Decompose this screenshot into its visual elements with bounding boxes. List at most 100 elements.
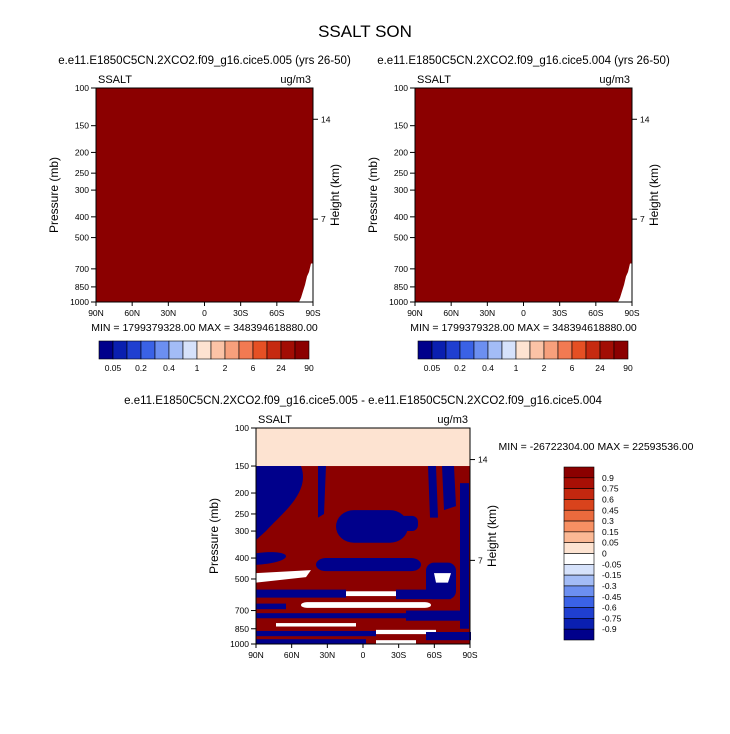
colorbar-swatch [515, 340, 531, 360]
colorbar-swatch [196, 340, 212, 360]
field-contour-region [256, 466, 303, 540]
colorbar-swatch [417, 340, 433, 360]
variable-label: SSALT [258, 414, 292, 426]
colorbar-label: 0.15 [602, 527, 619, 537]
field-contour-region [406, 610, 461, 621]
y-tick-label: 400 [394, 212, 408, 222]
x-tick-label: 30S [552, 308, 567, 318]
variable-label: SSALT [98, 74, 132, 86]
field-contour-region [301, 602, 431, 608]
colorbar-label: 90 [304, 363, 314, 373]
colorbar-label: 0.4 [482, 363, 494, 373]
field-contour-region [398, 515, 418, 532]
y-axis-title: Pressure (mb) [207, 498, 221, 574]
field-contour-region [376, 629, 436, 635]
colorbar-swatch [557, 340, 573, 360]
x-tick-label: 0 [202, 308, 207, 318]
y-tick-label: 400 [235, 553, 249, 563]
y-tick-label: 250 [235, 509, 249, 519]
colorbar-swatch [266, 340, 282, 360]
y-tick-label: 300 [235, 526, 249, 536]
colorbar-swatch [154, 340, 170, 360]
colorbar-label: 0.4 [163, 363, 175, 373]
field-contour-region [276, 623, 356, 627]
colorbar-swatch [294, 340, 310, 360]
y-tick-label: 300 [394, 185, 408, 195]
colorbar-swatch [98, 340, 114, 360]
colorbar-swatch [563, 520, 595, 533]
chart-title: e.e11.E1850C5CN.2XCO2.f09_g16.cice5.004 … [377, 55, 670, 67]
x-tick-label: 30N [320, 650, 336, 660]
colorbar-swatch [563, 618, 595, 630]
y-tick-label: 300 [75, 185, 89, 195]
field-gap [618, 263, 632, 302]
min-max-stats: MIN = -26722304.00 MAX = 22593536.00 [499, 441, 694, 453]
y-tick-label: 500 [394, 233, 408, 243]
field-contour-region [256, 570, 311, 583]
colorbar-swatch [571, 340, 587, 360]
x-tick-label: 90S [624, 308, 639, 318]
field-contour-region [256, 589, 346, 598]
colorbar-swatch [252, 340, 268, 360]
colorbar-label: -0.45 [602, 592, 622, 602]
y-tick-label: 200 [235, 488, 249, 498]
y-tick-right-label: 7 [640, 214, 645, 224]
colorbar-swatch [563, 628, 595, 641]
colorbar-swatch [563, 477, 595, 489]
x-tick-label: 30N [480, 308, 496, 318]
colorbar-swatch [599, 340, 615, 360]
y-tick-right-label: 14 [321, 114, 331, 124]
colorbar-swatch [563, 542, 595, 554]
y-tick-label: 700 [75, 264, 89, 274]
y-tick-label: 850 [235, 624, 249, 634]
y-tick-label: 250 [75, 168, 89, 178]
colorbar-swatch [459, 340, 475, 360]
colorbar-label: 6 [251, 363, 256, 373]
colorbar-swatch [585, 340, 601, 360]
colorbar-swatch [613, 340, 629, 360]
colorbar-swatch [168, 340, 184, 360]
colorbar-label: 2 [223, 363, 228, 373]
x-tick-label: 0 [521, 308, 526, 318]
x-tick-label: 60S [588, 308, 603, 318]
colorbar-swatch [112, 340, 128, 360]
colorbar-label: 0.6 [602, 494, 614, 504]
field-gap [299, 263, 313, 302]
field-contour-region [376, 640, 416, 644]
colorbar-swatch [563, 564, 595, 576]
field-contour-region [256, 552, 286, 565]
y-tick-label: 850 [394, 282, 408, 292]
colorbar-label: 6 [570, 363, 575, 373]
colorbar-label: 0.05 [602, 538, 619, 548]
colorbar-swatch [182, 340, 198, 360]
x-tick-label: 90N [248, 650, 264, 660]
x-tick-label: 90S [305, 308, 320, 318]
y-tick-label: 150 [394, 121, 408, 131]
variable-label: SSALT [417, 74, 451, 86]
field-contour-region [256, 630, 376, 637]
y-tick-label: 1000 [389, 297, 408, 307]
y-tick-label: 850 [75, 282, 89, 292]
y-tick-label: 200 [394, 147, 408, 157]
colorbar-swatch [563, 466, 595, 479]
units-label: ug/m3 [599, 74, 630, 86]
field-fill [415, 88, 632, 302]
y-tick-label: 100 [235, 423, 249, 433]
min-max-stats: MIN = 1799379328.00 MAX = 348394618880.0… [410, 322, 637, 334]
colorbar-swatch [501, 340, 517, 360]
y-tick-label: 700 [394, 264, 408, 274]
figure-title: SSALT SON [318, 22, 412, 41]
colorbar-swatch [563, 585, 595, 598]
colorbar-label: 1 [514, 363, 519, 373]
colorbar-swatch [126, 340, 142, 360]
y-tick-label: 150 [235, 461, 249, 471]
y-tick-label: 250 [394, 168, 408, 178]
colorbar-label: 24 [276, 363, 286, 373]
colorbar-label: -0.3 [602, 581, 617, 591]
colorbar-label: -0.75 [602, 613, 622, 623]
x-tick-label: 30N [161, 308, 177, 318]
x-tick-label: 90N [407, 308, 423, 318]
y-tick-label: 100 [394, 83, 408, 93]
field-contour-region [316, 558, 421, 572]
